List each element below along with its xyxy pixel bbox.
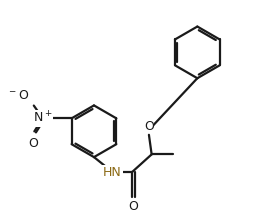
Text: HN: HN xyxy=(103,166,122,178)
Text: O: O xyxy=(144,120,154,133)
Text: O: O xyxy=(28,137,38,150)
Text: N$^+$: N$^+$ xyxy=(33,111,53,126)
Text: O: O xyxy=(128,200,138,213)
Text: $^-$O: $^-$O xyxy=(7,89,29,102)
